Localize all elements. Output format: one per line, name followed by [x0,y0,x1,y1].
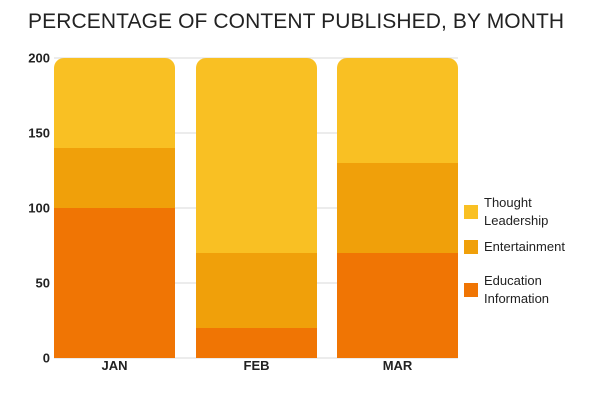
bars [54,58,458,358]
bar-segment-feb-entertainment [196,253,317,328]
legend-item-thought-leadership: Thought Leadership [464,194,580,230]
legend-swatch-education-information [464,283,478,297]
legend-item-education-information: Education Information [464,272,580,308]
y-tick-label-0: 0 [43,351,50,366]
x-axis-categories: JAN FEB MAR [101,358,412,373]
y-tick-label-50: 50 [36,276,50,291]
bar-segment-jan-thought-leadership [54,58,175,148]
bar-segment-mar-education-information [337,253,458,358]
legend-item-entertainment: Entertainment [464,238,580,256]
x-category-label-mar: MAR [383,358,413,373]
bar-segment-feb-education-information [196,328,317,358]
legend-label-entertainment: Entertainment [484,239,565,254]
bar-group-jan [54,58,175,358]
y-tick-label-150: 150 [28,126,50,141]
bar-segment-jan-entertainment [54,148,175,208]
chart-title: PERCENTAGE OF CONTENT PUBLISHED, BY MONT… [28,10,565,33]
legend-label-thought-leadership: Thought Leadership [484,195,549,228]
y-tick-label-200: 200 [28,51,50,66]
legend-swatch-entertainment [464,240,478,254]
legend-swatch-thought-leadership [464,205,478,219]
bar-segment-jan-education-information [54,208,175,358]
bar-segment-mar-entertainment [337,163,458,253]
bar-group-feb [196,58,317,358]
y-tick-label-100: 100 [28,201,50,216]
x-category-label-jan: JAN [101,358,127,373]
bar-segment-feb-thought-leadership [196,58,317,253]
bar-group-mar [337,58,458,358]
bar-segment-mar-thought-leadership [337,58,458,163]
legend-label-education-information: Education Information [484,273,550,306]
x-category-label-feb: FEB [244,358,270,373]
y-axis-ticks: 0 50 100 150 200 [28,51,50,366]
